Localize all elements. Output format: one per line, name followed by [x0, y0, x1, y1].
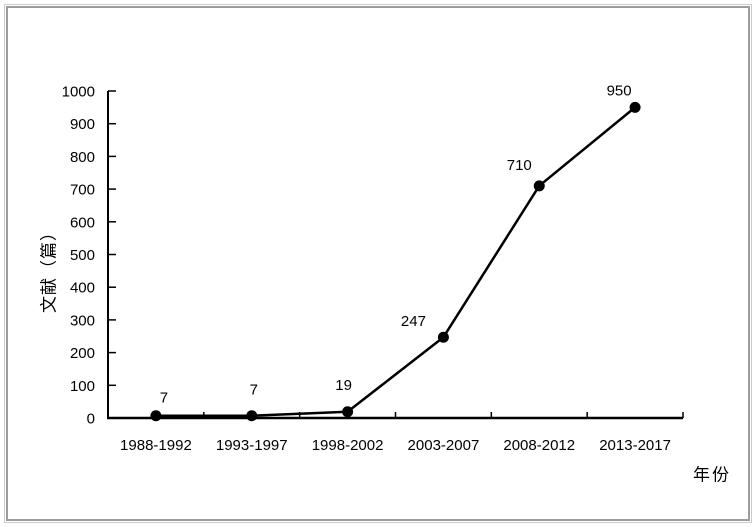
data-point-label: 7	[160, 390, 168, 407]
data-point-marker	[533, 180, 545, 192]
x-axis-category-label: 1993-1997	[216, 437, 288, 454]
data-point-label: 710	[507, 157, 532, 174]
data-point-marker	[246, 410, 258, 422]
x-axis-category-label: 2013-2017	[599, 437, 671, 454]
y-axis-title: 文献（篇）	[39, 223, 59, 313]
data-point-marker	[150, 410, 162, 422]
x-axis-category-label: 2008-2012	[503, 437, 575, 454]
data-point-marker	[437, 331, 449, 343]
data-point-label: 247	[401, 313, 426, 330]
data-point-label: 950	[607, 82, 632, 99]
x-axis-title: 年份	[693, 465, 731, 485]
y-axis-tick-label: 1000	[62, 84, 95, 101]
y-axis-tick-label: 800	[70, 149, 95, 166]
y-axis-tick-label: 0	[87, 411, 95, 428]
x-axis-category-label: 1998-2002	[312, 437, 384, 454]
y-axis-tick-label: 400	[70, 280, 95, 297]
y-axis-tick-label: 500	[70, 247, 95, 264]
x-axis-category-label: 1988-1992	[120, 437, 192, 454]
x-axis-category-label: 2003-2007	[408, 437, 480, 454]
data-point-marker	[342, 406, 354, 418]
data-point-marker	[629, 101, 641, 113]
y-axis-tick-label: 200	[70, 345, 95, 362]
y-axis-tick-label: 100	[70, 378, 95, 395]
data-line	[154, 106, 637, 417]
y-axis-tick-label: 900	[70, 116, 95, 133]
y-axis-tick-label: 300	[70, 312, 95, 329]
data-point-label: 7	[250, 382, 258, 399]
data-point-label: 19	[335, 377, 352, 394]
y-axis-tick-label: 700	[70, 182, 95, 199]
y-axis-tick-label: 600	[70, 214, 95, 231]
